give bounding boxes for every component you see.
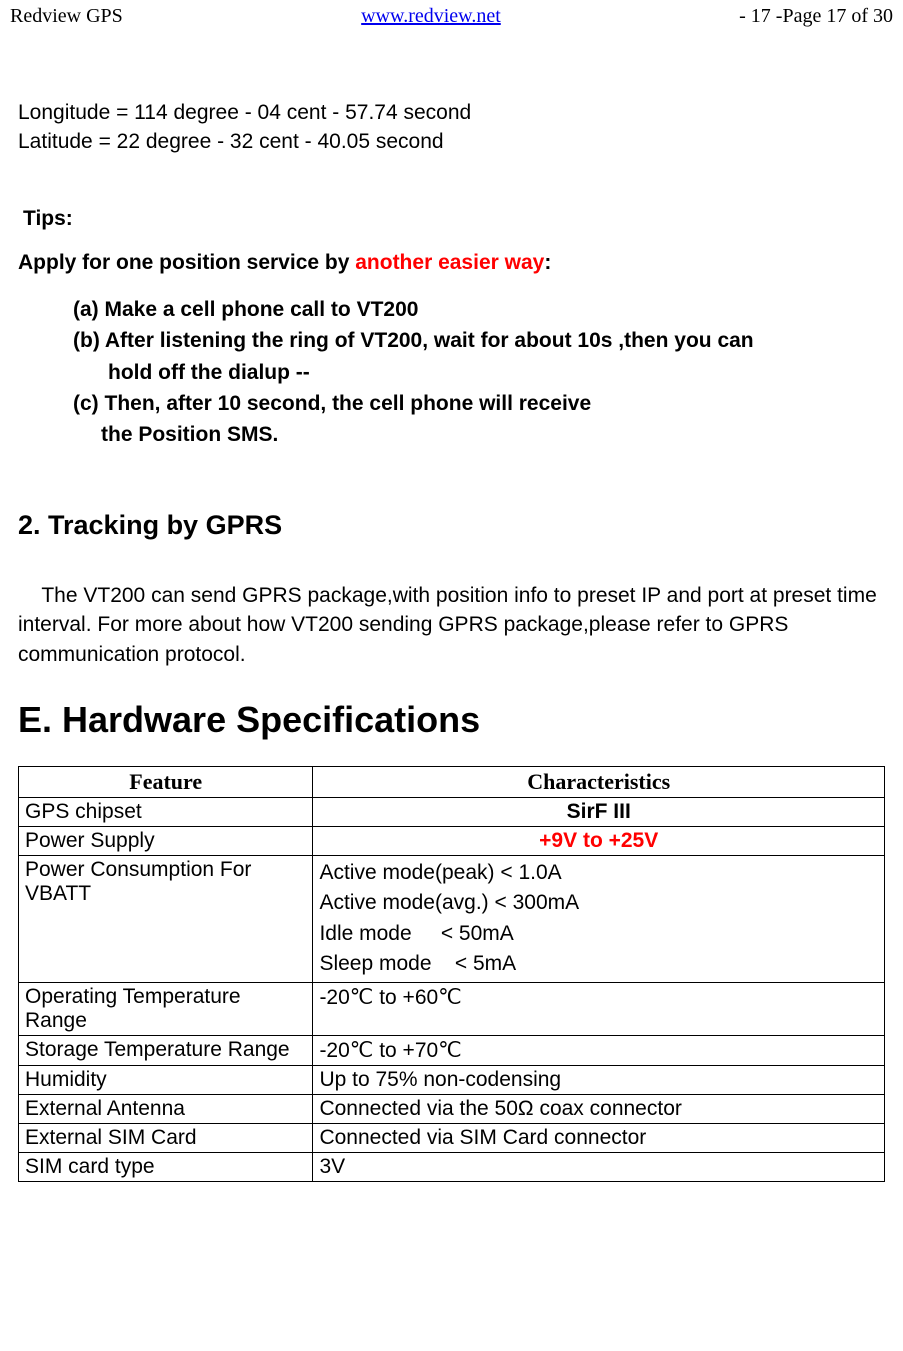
- header-left: Redview GPS: [10, 5, 123, 28]
- longitude-line: Longitude = 114 degree - 04 cent - 57.74…: [18, 98, 885, 127]
- characteristics-cell: Connected via the 50Ω coax connector: [313, 1094, 885, 1123]
- table-row: Storage Temperature Range-20℃ to +70℃: [19, 1035, 885, 1065]
- table-row: GPS chipsetSirF III: [19, 797, 885, 826]
- latitude-line: Latitude = 22 degree - 32 cent - 40.05 s…: [18, 127, 885, 156]
- apply-line: Apply for one position service by anothe…: [18, 251, 885, 275]
- feature-cell: SIM card type: [19, 1152, 313, 1181]
- document-content: Longitude = 114 degree - 04 cent - 57.74…: [0, 48, 903, 1182]
- feature-cell: Power Supply: [19, 826, 313, 855]
- apply-prefix: Apply for one position service by: [18, 251, 355, 274]
- apply-suffix: :: [544, 251, 551, 274]
- feature-cell: External Antenna: [19, 1094, 313, 1123]
- step-b-line1: (b) After listening the ring of VT200, w…: [73, 326, 885, 355]
- feature-cell: Humidity: [19, 1065, 313, 1094]
- table-row: Power Consumption For VBATTActive mode(p…: [19, 855, 885, 982]
- characteristics-cell: Up to 75% non-codensing: [313, 1065, 885, 1094]
- characteristics-cell: -20℃ to +60℃: [313, 982, 885, 1035]
- table-header-row: Feature Characteristics: [19, 766, 885, 797]
- characteristics-cell: SirF III: [313, 797, 885, 826]
- hardware-heading: E. Hardware Specifications: [18, 699, 885, 741]
- header-link[interactable]: www.redview.net: [361, 5, 501, 28]
- page-header: Redview GPS www.redview.net - 17 -Page 1…: [0, 0, 903, 48]
- step-c-line2: the Position SMS.: [101, 420, 885, 449]
- table-row: External AntennaConnected via the 50Ω co…: [19, 1094, 885, 1123]
- tips-label: Tips:: [23, 207, 885, 231]
- th-feature: Feature: [19, 766, 313, 797]
- table-row: External SIM CardConnected via SIM Card …: [19, 1123, 885, 1152]
- feature-cell: Operating Temperature Range: [19, 982, 313, 1035]
- section2-body: The VT200 can send GPRS package,with pos…: [18, 581, 885, 669]
- table-row: HumidityUp to 75% non-codensing: [19, 1065, 885, 1094]
- feature-cell: External SIM Card: [19, 1123, 313, 1152]
- characteristics-cell: +9V to +25V: [313, 826, 885, 855]
- spec-table: Feature Characteristics GPS chipsetSirF …: [18, 766, 885, 1182]
- characteristics-cell: -20℃ to +70℃: [313, 1035, 885, 1065]
- step-b-line2: hold off the dialup --: [108, 358, 885, 387]
- characteristics-cell: Connected via SIM Card connector: [313, 1123, 885, 1152]
- table-row: SIM card type3V: [19, 1152, 885, 1181]
- header-page-number: - 17 -Page 17 of 30: [739, 5, 893, 28]
- table-row: Operating Temperature Range-20℃ to +60℃: [19, 982, 885, 1035]
- step-a: (a) Make a cell phone call to VT200: [73, 295, 885, 324]
- feature-cell: Storage Temperature Range: [19, 1035, 313, 1065]
- steps-list: (a) Make a cell phone call to VT200 (b) …: [73, 295, 885, 450]
- step-c-line1: (c) Then, after 10 second, the cell phon…: [73, 389, 885, 418]
- section2-heading: 2. Tracking by GPRS: [18, 510, 885, 541]
- apply-red-text: another easier way: [355, 251, 544, 274]
- feature-cell: GPS chipset: [19, 797, 313, 826]
- characteristics-cell: 3V: [313, 1152, 885, 1181]
- th-characteristics: Characteristics: [313, 766, 885, 797]
- characteristics-cell: Active mode(peak) < 1.0A Active mode(avg…: [313, 855, 885, 982]
- table-row: Power Supply+9V to +25V: [19, 826, 885, 855]
- feature-cell: Power Consumption For VBATT: [19, 855, 313, 982]
